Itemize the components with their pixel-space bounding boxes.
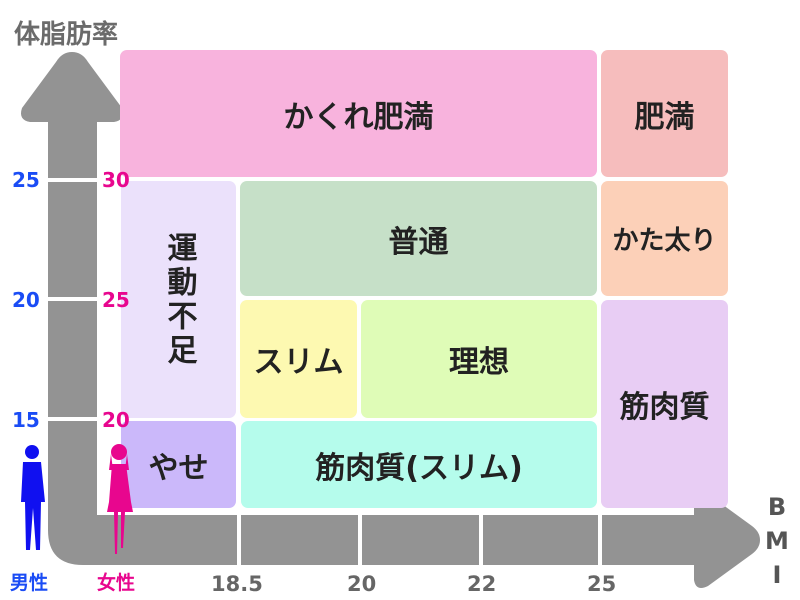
x-tick: 20 xyxy=(347,572,376,596)
region-hidden-obesity: かくれ肥満 xyxy=(120,50,597,177)
region-slim: スリム xyxy=(240,300,357,418)
region-ideal: 理想 xyxy=(361,300,597,418)
region-thin: やせ xyxy=(121,421,236,508)
male-label: 男性 xyxy=(10,568,48,595)
x-axis-label: BMI xyxy=(765,490,789,592)
x-tick: 25 xyxy=(587,572,616,596)
female-tick: 30 xyxy=(102,168,130,192)
male-figure-icon xyxy=(18,442,48,557)
male-tick: 20 xyxy=(12,288,40,312)
male-tick: 15 xyxy=(12,408,40,432)
region-obesity: 肥満 xyxy=(601,50,728,177)
female-label: 女性 xyxy=(97,568,135,595)
region-muscular-slim: 筋肉質(スリム) xyxy=(241,421,597,508)
x-tick: 18.5 xyxy=(211,572,263,596)
female-tick: 20 xyxy=(102,408,130,432)
male-tick: 25 xyxy=(12,168,40,192)
region-stocky: かた太り xyxy=(601,181,728,296)
female-figure-icon xyxy=(103,442,137,560)
female-tick: 25 xyxy=(102,288,130,312)
region-lack-of-exercise: 運動不足 xyxy=(121,181,236,418)
x-tick: 22 xyxy=(467,572,496,596)
y-arrow-head xyxy=(21,52,123,122)
region-normal: 普通 xyxy=(240,181,597,296)
region-muscular: 筋肉質 xyxy=(601,300,728,508)
